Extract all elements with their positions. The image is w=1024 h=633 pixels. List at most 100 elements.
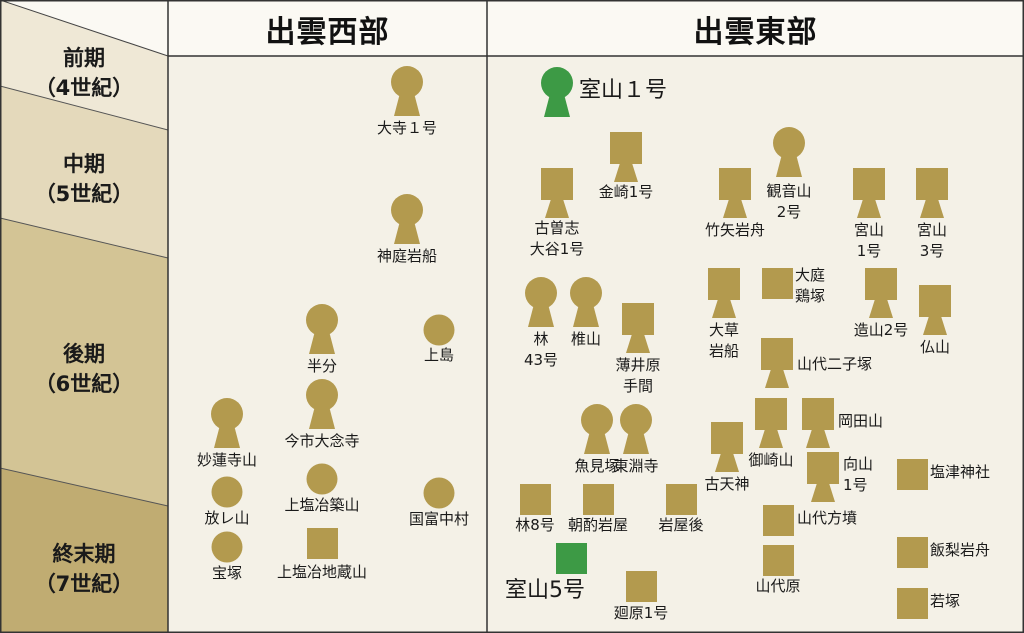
tomb-label: 妙蓮寺山 xyxy=(196,451,258,469)
tomb-label: 山代原 xyxy=(755,577,801,595)
tomb-square-keyhole-icon xyxy=(610,132,642,182)
tomb-square-icon xyxy=(582,484,614,515)
tomb-label: 古天神 xyxy=(704,475,750,493)
tomb-label: 廻原1号 xyxy=(613,604,669,622)
tomb-label: 飯梨岩舟 xyxy=(930,541,991,559)
tomb-label: 放レ山 xyxy=(204,509,250,527)
tomb-square-keyhole-icon xyxy=(541,168,573,218)
tomb-keyhole-icon xyxy=(525,277,557,327)
tomb-keyhole-icon xyxy=(541,67,573,117)
tomb-label: 椎山 xyxy=(570,330,602,348)
period-band-middle xyxy=(0,86,168,258)
tomb-label: 半分 xyxy=(306,357,338,375)
tomb-square-keyhole-icon xyxy=(919,285,951,335)
tomb-square-icon xyxy=(306,528,338,559)
tomb-square-icon xyxy=(761,268,793,299)
tomb-square-keyhole-icon xyxy=(755,398,787,448)
tomb-label: 朝酌岩屋 xyxy=(567,516,629,534)
tomb-square-keyhole-icon xyxy=(711,422,743,472)
tomb-square-keyhole-icon xyxy=(708,268,740,318)
tomb-label: 若塚 xyxy=(930,592,961,610)
divider-middle-late xyxy=(0,217,169,259)
tomb-label: 竹矢岩舟 xyxy=(704,221,766,239)
tomb-round-icon xyxy=(211,531,243,563)
period-label-late: 後期 （6世紀） xyxy=(34,341,134,396)
tomb-label: 向山 1号 xyxy=(843,455,874,494)
tomb-label: 山代二子塚 xyxy=(797,355,873,373)
tomb-label: 魚見塚 xyxy=(574,457,620,475)
tomb-label: 大寺１号 xyxy=(376,119,438,137)
tomb-label: 大草 岩船 xyxy=(708,321,740,360)
tomb-keyhole-icon xyxy=(211,398,243,448)
tomb-round-icon xyxy=(306,463,338,495)
divider-early-middle xyxy=(0,85,169,131)
tomb-label: 金崎1号 xyxy=(598,183,654,201)
tomb-label: 御崎山 xyxy=(748,451,794,469)
tomb-label: 今市大念寺 xyxy=(284,432,360,450)
tomb-label: 宝塚 xyxy=(211,564,243,582)
divider-late-final xyxy=(0,467,169,507)
tomb-square-icon xyxy=(896,459,928,490)
tomb-keyhole-icon xyxy=(570,277,602,327)
tomb-label: 宮山 1号 xyxy=(853,221,885,260)
tomb-round-icon xyxy=(423,477,455,509)
tomb-label: 東淵寺 xyxy=(613,457,659,475)
tomb-label: 宮山 3号 xyxy=(916,221,948,260)
tomb-keyhole-icon xyxy=(581,404,613,454)
tomb-square-icon xyxy=(665,484,697,515)
tomb-round-icon xyxy=(423,314,455,346)
tomb-label: 室山１号 xyxy=(579,78,668,103)
tomb-label: 林 43号 xyxy=(523,330,559,369)
tomb-square-keyhole-icon xyxy=(853,168,885,218)
tomb-square-keyhole-icon xyxy=(916,168,948,218)
tomb-label: 岩屋後 xyxy=(658,516,704,534)
tomb-square-icon xyxy=(625,571,657,602)
tomb-square-keyhole-icon xyxy=(719,168,751,218)
tomb-keyhole-icon xyxy=(773,127,805,177)
tomb-label: 薄井原 手間 xyxy=(615,356,661,395)
tomb-label: 国富中村 xyxy=(408,510,470,528)
tomb-label: 仏山 xyxy=(919,338,951,356)
tomb-round-icon xyxy=(211,476,243,508)
period-band-late xyxy=(0,218,168,506)
tomb-square-icon xyxy=(555,543,587,574)
tomb-keyhole-icon xyxy=(391,66,423,116)
tomb-label: 林8号 xyxy=(515,516,555,534)
tomb-label: 室山5号 xyxy=(505,578,585,603)
tomb-square-keyhole-icon xyxy=(761,338,793,388)
tomb-label: 観音山 2号 xyxy=(766,182,812,221)
tomb-square-icon xyxy=(762,505,794,536)
period-band-final xyxy=(0,468,168,633)
period-label-middle: 中期 （5世紀） xyxy=(34,151,134,206)
tomb-square-keyhole-icon xyxy=(807,452,839,502)
tomb-label: 上島 xyxy=(423,346,455,364)
tomb-label: 大庭 鶏塚 xyxy=(795,266,826,305)
tomb-label: 造山2号 xyxy=(853,321,909,339)
tomb-square-keyhole-icon xyxy=(622,303,654,353)
tomb-square-icon xyxy=(519,484,551,515)
tomb-square-icon xyxy=(896,537,928,568)
tomb-label: 上塩冶築山 xyxy=(284,496,360,514)
period-label-early: 前期 （4世紀） xyxy=(34,45,134,100)
tomb-square-keyhole-icon xyxy=(865,268,897,318)
period-label-final: 終末期 （7世紀） xyxy=(34,541,134,596)
divider-corner xyxy=(0,0,169,57)
tomb-label: 古曽志 大谷1号 xyxy=(529,219,585,258)
tomb-label: 山代方墳 xyxy=(797,509,858,527)
tomb-keyhole-icon xyxy=(391,194,423,244)
tomb-square-keyhole-icon xyxy=(802,398,834,448)
tomb-label: 岡田山 xyxy=(838,412,884,430)
tomb-square-icon xyxy=(896,588,928,619)
tomb-label: 神庭岩船 xyxy=(376,247,438,265)
tomb-label: 塩津神社 xyxy=(930,463,991,481)
region-header-east: 出雲東部 xyxy=(693,15,818,50)
tomb-label: 上塩冶地蔵山 xyxy=(276,563,368,581)
header-bar xyxy=(168,0,1024,56)
tomb-keyhole-icon xyxy=(620,404,652,454)
region-header-west: 出雲西部 xyxy=(265,15,390,50)
tomb-keyhole-icon xyxy=(306,304,338,354)
period-band-early xyxy=(0,0,168,130)
